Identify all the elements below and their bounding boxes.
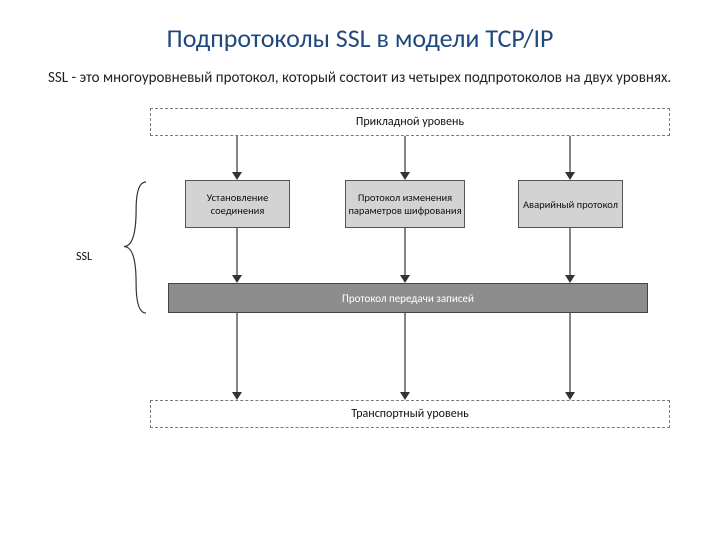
- arrow-app-to-ssl-2: [563, 136, 577, 182]
- ssl-bracket: [122, 180, 148, 317]
- arrow-record-to-transport-2: [563, 313, 577, 402]
- record-protocol-box: Протокол передачи записей: [168, 283, 648, 313]
- intro-text: SSL - это многоуровневый протокол, котор…: [48, 68, 672, 88]
- arrow-ssl-to-record-2: [563, 228, 577, 285]
- ssl-box-alert: Аварийный протокол: [518, 180, 623, 228]
- page-title: Подпротоколы SSL в модели TCP/IP: [0, 0, 720, 54]
- application-layer: Прикладной уровень: [150, 108, 670, 136]
- transport-layer: Транспортный уровень: [150, 400, 670, 428]
- arrow-app-to-ssl-0: [230, 136, 244, 182]
- ssl-diagram: Прикладной уровень Транспортный уровень Ус…: [40, 108, 680, 438]
- ssl-box-handshake: Установление соединения: [185, 180, 290, 228]
- arrow-record-to-transport-1: [398, 313, 412, 402]
- ssl-box-cipher: Протокол изменения параметров шифрования: [345, 180, 465, 228]
- ssl-label: SSL: [76, 250, 92, 264]
- arrow-ssl-to-record-1: [398, 228, 412, 285]
- arrow-app-to-ssl-1: [398, 136, 412, 182]
- arrow-ssl-to-record-0: [230, 228, 244, 285]
- arrow-record-to-transport-0: [230, 313, 244, 402]
